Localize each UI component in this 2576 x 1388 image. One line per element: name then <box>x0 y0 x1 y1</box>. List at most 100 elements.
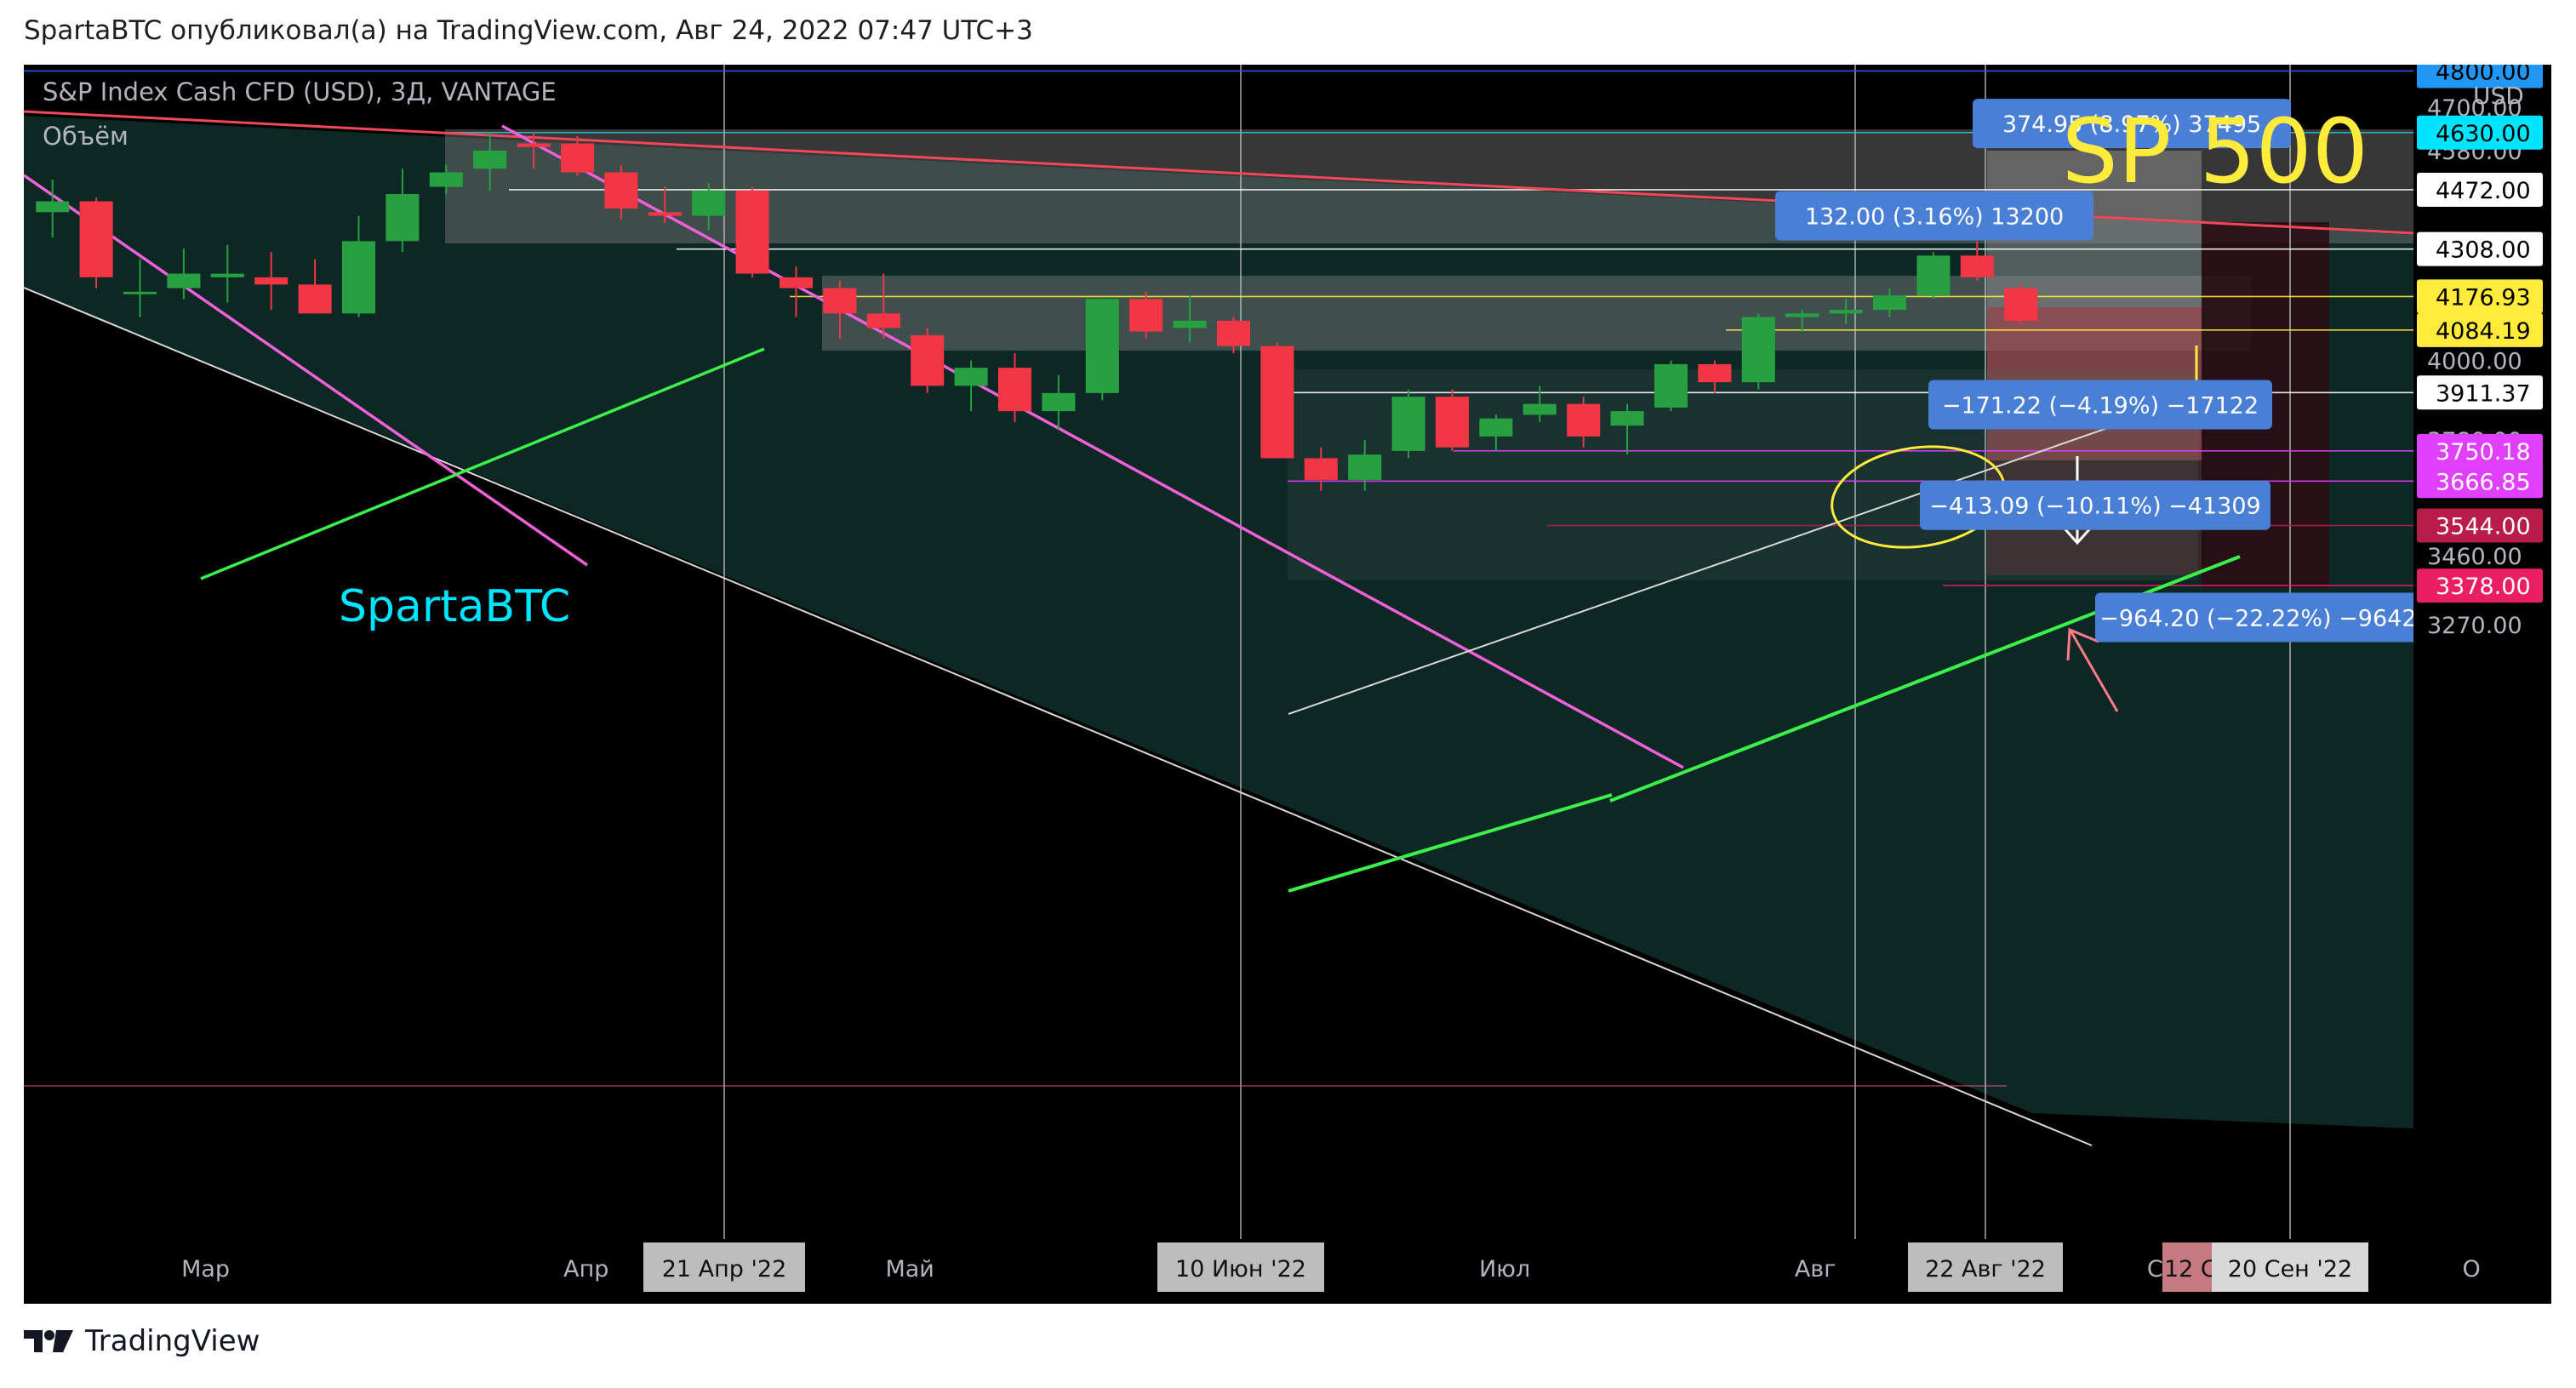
measure-label-text: −171.22 (−4.19%) −17122 <box>1942 392 2259 419</box>
candle-body <box>1960 255 1994 277</box>
date-tag <box>2212 1242 2368 1292</box>
date-tag-text: 21 Апр '22 <box>662 1256 787 1282</box>
candle-body <box>1391 397 1425 451</box>
y-tick-label: 4000.00 <box>2427 349 2522 375</box>
candle-body <box>517 143 551 147</box>
x-tick-label: Июл <box>1479 1256 1530 1282</box>
date-tag <box>1157 1242 1324 1292</box>
price-level-tag-text: 4630.00 <box>2436 121 2531 147</box>
currency-label: USD <box>2473 82 2524 110</box>
measure-label-box <box>1928 380 2272 430</box>
candle-body <box>429 172 463 187</box>
chart-title: SP 500 <box>2062 100 2368 203</box>
date-tag <box>643 1242 805 1292</box>
candle-body <box>1216 320 1251 346</box>
measure-label-box <box>1775 191 2093 241</box>
candle-body <box>911 334 945 386</box>
candle-body <box>823 288 857 314</box>
measure-label-text: 374.95 (8.97%) 37495 <box>2002 111 2261 138</box>
price-level-tag <box>2417 433 2543 468</box>
candle-body <box>866 313 900 328</box>
candle-body <box>1173 320 1207 328</box>
candle-body <box>692 190 726 216</box>
candle-body <box>298 284 332 314</box>
candle-body <box>1304 458 1338 480</box>
candle-body <box>341 241 376 314</box>
rising-channel-top-line <box>1288 394 2203 715</box>
measure-label-text: −413.09 (−10.11%) −41309 <box>1929 494 2260 520</box>
price-level-tag <box>2417 568 2543 603</box>
x-tick-label: Апр <box>563 1256 608 1282</box>
candle-body <box>1698 363 1732 383</box>
y-tick-label: 3270.00 <box>2427 613 2522 639</box>
candle-body <box>1042 392 1076 412</box>
price-level-tag-text: 3666.85 <box>2436 469 2531 495</box>
candle-body <box>1872 295 1907 311</box>
candle-body <box>954 368 988 386</box>
x-tick-label: Мар <box>181 1256 230 1282</box>
price-level-tag <box>2417 279 2543 314</box>
price-level-tag-text: 3911.37 <box>2436 380 2531 407</box>
price-level-tag-text: 3378.00 <box>2436 574 2531 600</box>
price-level-tag <box>2417 375 2543 410</box>
x-tick-label: Май <box>885 1256 934 1282</box>
magenta-trendline-1 <box>23 174 588 567</box>
x-tick-label: Авг <box>1795 1256 1836 1282</box>
candle-body <box>604 172 638 209</box>
magenta-trendline-2 <box>501 124 1684 769</box>
candle-body <box>648 212 682 216</box>
measure-label-text: −964.20 (−22.22%) −96420 <box>2099 605 2430 631</box>
candle-body <box>1522 403 1556 415</box>
green-trendline-2 <box>1288 793 1613 893</box>
measure-label-box <box>2095 592 2436 643</box>
candle-body <box>1348 454 1382 480</box>
date-tag-text: 22 Авг '22 <box>1925 1256 2046 1282</box>
candle-body <box>254 277 288 285</box>
date-tag <box>1908 1242 2063 1292</box>
candle-body <box>779 277 814 288</box>
price-level-tag-text: 3750.18 <box>2436 439 2531 466</box>
price-level-tag <box>2417 231 2543 266</box>
candle-body <box>1741 317 1775 383</box>
candle-body <box>386 194 420 242</box>
candle-body <box>36 201 70 213</box>
descending-channel-fill <box>24 116 2413 1128</box>
candle-body <box>735 190 769 274</box>
candlestick-chart: 374.95 (8.97%) 37495 132.00 (3.16%) 13200… <box>23 54 2551 1304</box>
descending-support-line <box>23 287 2093 1146</box>
date-tag-text: 10 Июн '22 <box>1175 1256 1306 1282</box>
price-level-tag <box>2417 115 2543 150</box>
candle-body <box>1567 403 1601 437</box>
candle-body <box>560 143 595 173</box>
footer-brand[interactable]: TradingView <box>24 1324 260 1358</box>
candle-body <box>2004 288 2038 321</box>
attribution-header: SpartaBTC опубликовал(а) на TradingView.… <box>24 15 1033 46</box>
price-level-tag <box>2417 312 2543 347</box>
candle-body <box>1610 411 1644 426</box>
price-level-tag-text: 4472.00 <box>2436 178 2531 204</box>
candle-body <box>1916 255 1951 296</box>
price-level-tag-text: 4176.93 <box>2436 284 2531 311</box>
candle-body <box>1785 313 1819 317</box>
candle-body <box>997 368 1032 412</box>
price-level-tag-text: 3544.00 <box>2436 514 2531 540</box>
price-level-tag <box>2417 172 2543 207</box>
tradingview-logo-icon <box>24 1330 73 1352</box>
candle-body <box>1829 310 1863 314</box>
watermark-spartabtc: SpartaBTC <box>339 581 570 632</box>
price-axis <box>2413 65 2551 1304</box>
candle-body <box>473 151 507 169</box>
price-level-tag <box>2417 508 2543 543</box>
chart-area[interactable]: 374.95 (8.97%) 37495 132.00 (3.16%) 13200… <box>23 54 2551 1304</box>
candle-body <box>1435 397 1470 448</box>
candle-body <box>1260 346 1294 459</box>
candle-body <box>79 201 113 277</box>
candle-body <box>1479 418 1513 437</box>
measure-label-box <box>1920 480 2270 530</box>
volume-label: Объём <box>43 122 129 151</box>
green-trendline-1 <box>200 347 765 580</box>
price-level-tag-text: 4308.00 <box>2436 237 2531 264</box>
candle-body <box>210 273 244 277</box>
y-tick-label: 3460.00 <box>2427 544 2522 570</box>
pink-up-arrow-icon <box>2066 627 2119 712</box>
